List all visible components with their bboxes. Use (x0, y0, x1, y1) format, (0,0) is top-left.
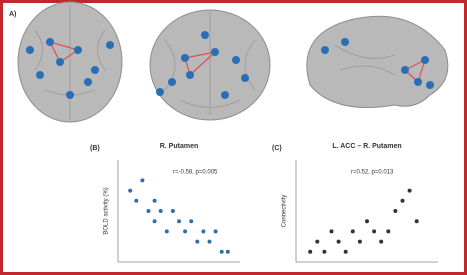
point (330, 229, 334, 233)
point (171, 209, 175, 213)
point (214, 229, 218, 233)
y-axis-label: BOLD activity (%) (104, 187, 110, 234)
point (401, 199, 405, 203)
point (372, 229, 376, 233)
y-axis-label: Connectivity (282, 195, 288, 228)
point (165, 229, 169, 233)
chart-title: R. Putamen (160, 143, 199, 150)
chart-title: L. ACC – R. Putamen (332, 143, 401, 150)
brain-axial (18, 2, 122, 122)
point (226, 250, 230, 254)
point (140, 178, 144, 182)
point (159, 209, 163, 213)
point (386, 229, 390, 233)
point (408, 189, 412, 193)
point (128, 189, 132, 193)
panel-label: (C) (272, 145, 282, 152)
point (195, 240, 199, 244)
point (189, 219, 193, 223)
point (220, 250, 224, 254)
point (153, 219, 157, 223)
brain-coronal (150, 10, 270, 120)
point (208, 240, 212, 244)
point (344, 250, 348, 254)
point (183, 229, 187, 233)
point (358, 240, 362, 244)
point (379, 240, 383, 244)
point (201, 229, 205, 233)
annotation: r=-0.58, p=0.005 (173, 170, 218, 176)
point (351, 229, 355, 233)
panel-label: A) (9, 11, 16, 18)
annotation: r=0.52, p=0.013 (351, 170, 394, 176)
point (322, 250, 326, 254)
point (415, 219, 419, 223)
point (147, 209, 151, 213)
point (134, 199, 138, 203)
panel-label: (B) (90, 145, 100, 152)
point (177, 219, 181, 223)
point (308, 250, 312, 254)
point (337, 240, 341, 244)
point (315, 240, 319, 244)
figure: A) (B) R. Putamen r=-0.58, p=0.005 BOLD act… (0, 0, 467, 275)
point (153, 199, 157, 203)
point (393, 209, 397, 213)
point (365, 219, 369, 223)
